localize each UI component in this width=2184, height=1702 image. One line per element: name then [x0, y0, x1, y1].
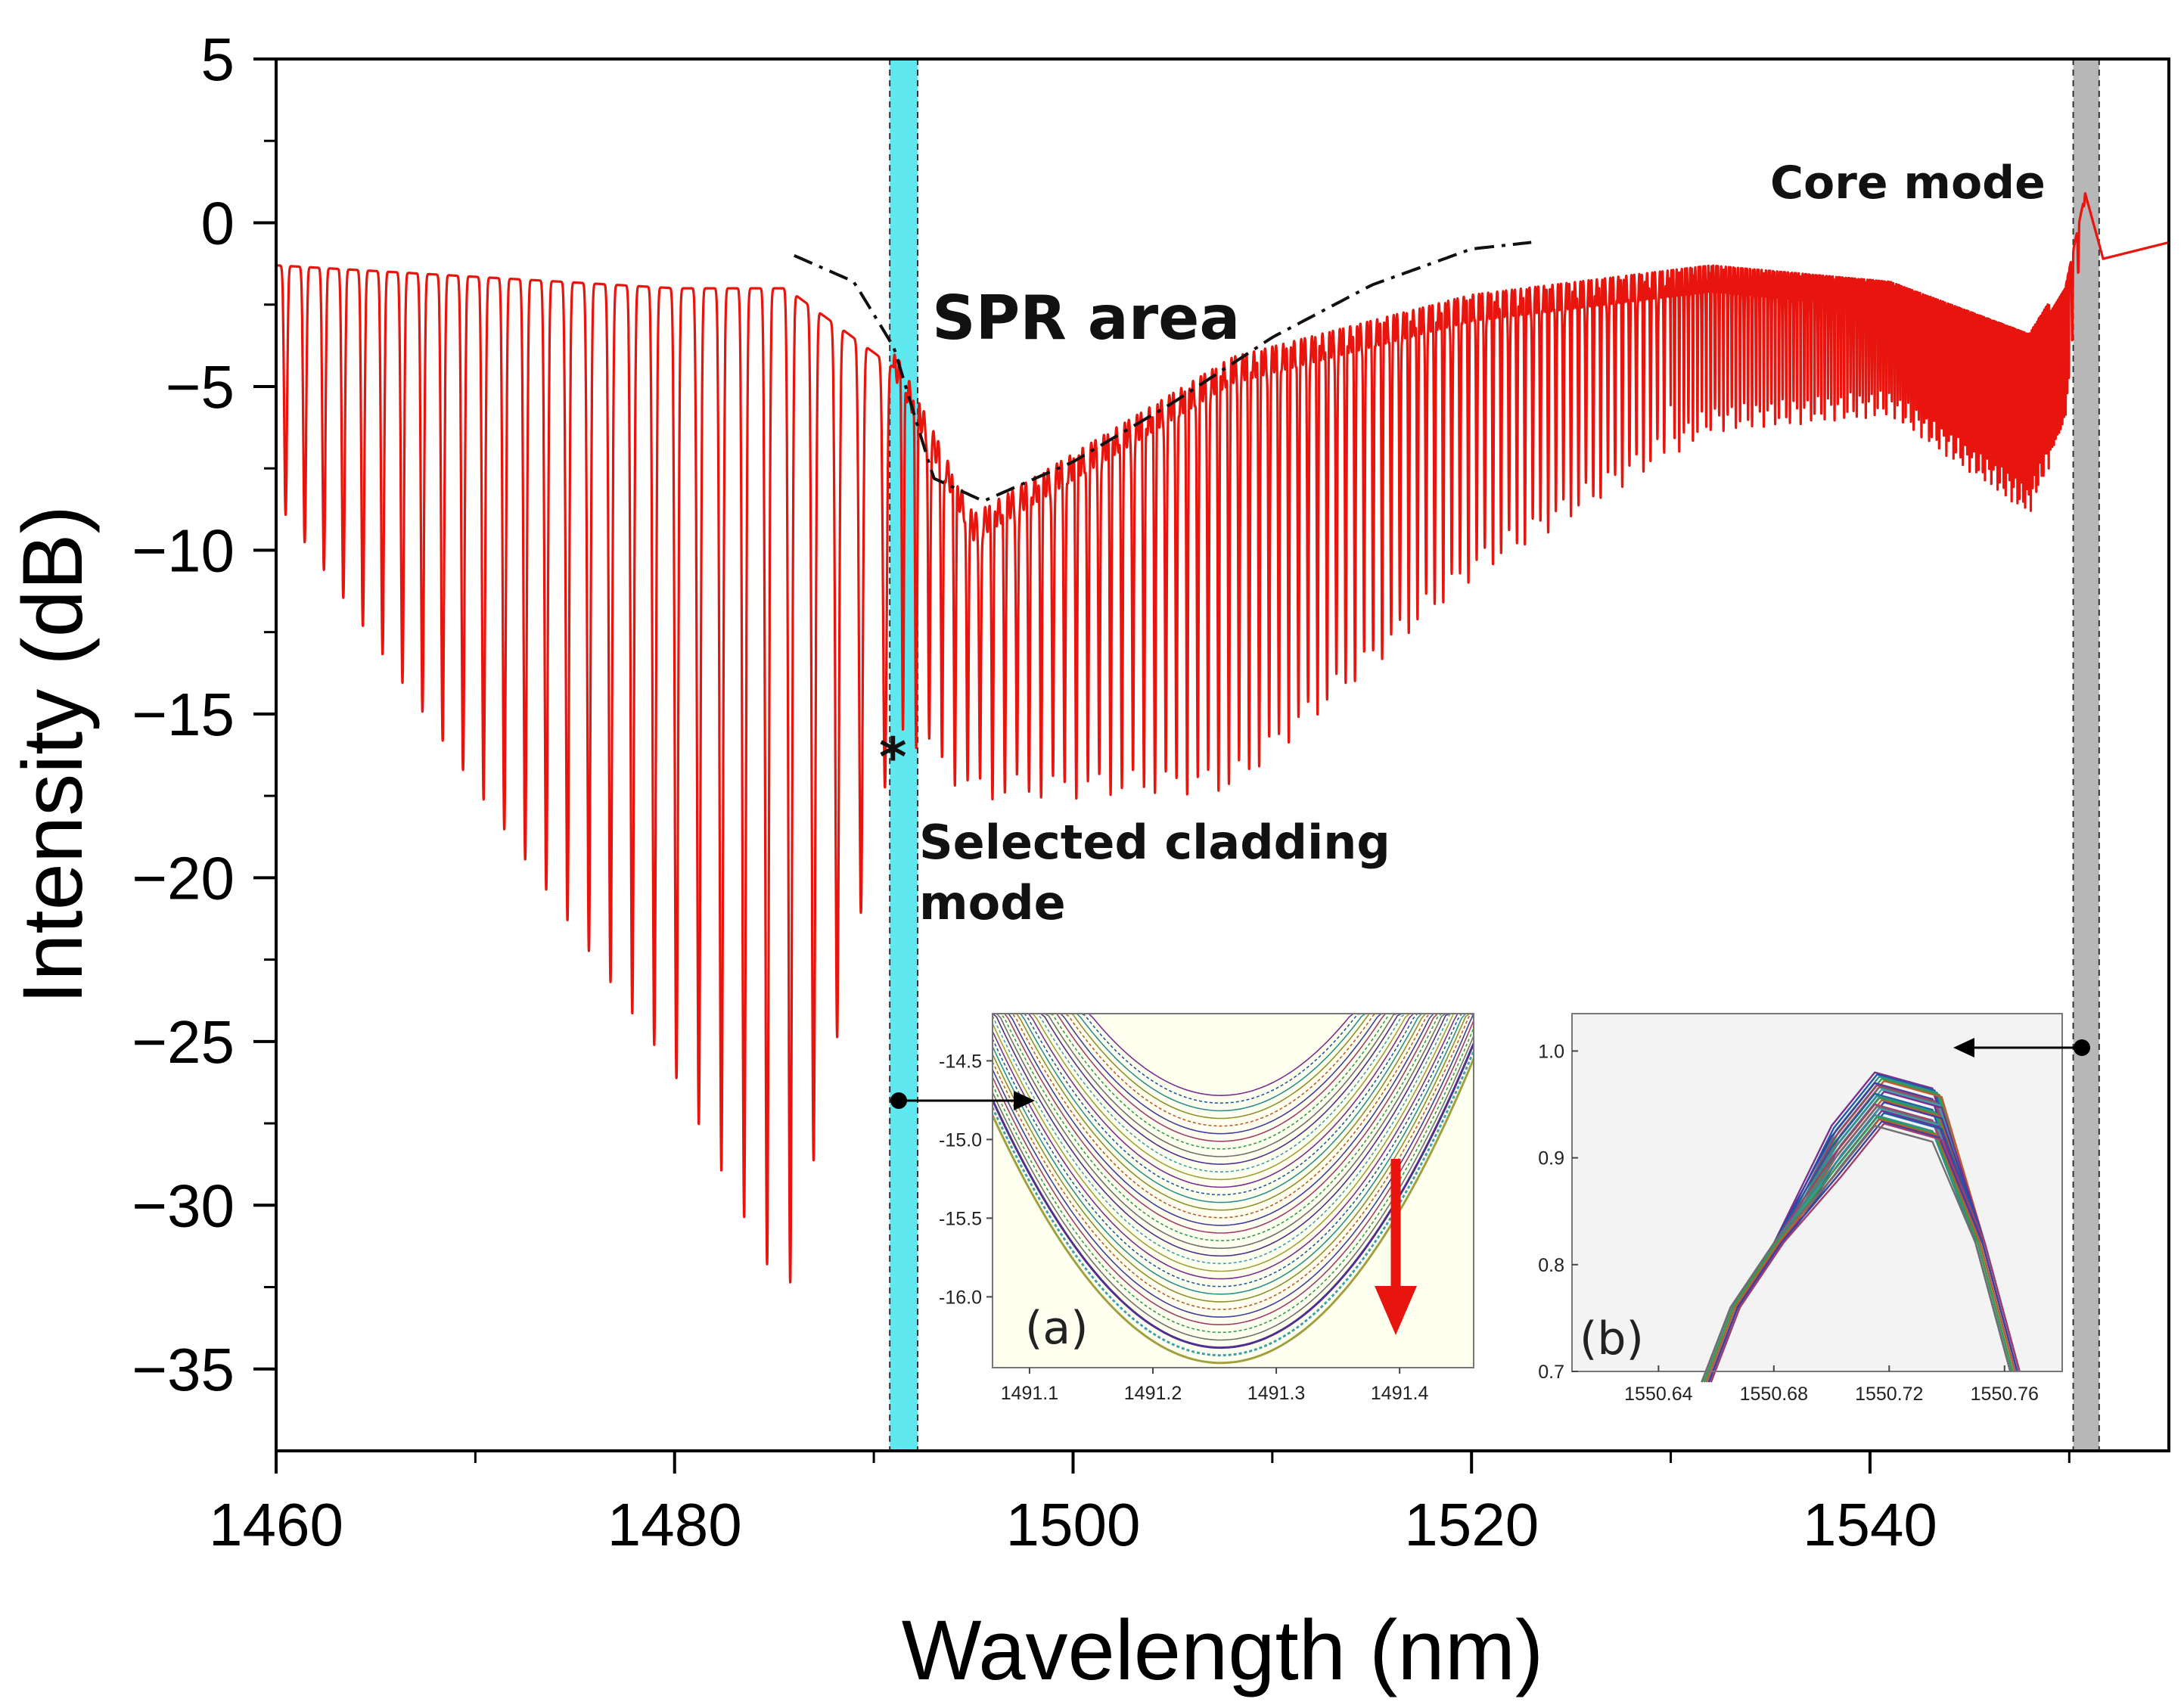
plot-frame [275, 57, 2170, 1452]
connector-arrow-b [1953, 1038, 2090, 1058]
inset-a-curve [993, 1013, 1474, 1188]
inset-a-curve [993, 1013, 1474, 1157]
series-transmission [275, 192, 2170, 1284]
inset-b-y-tick-label: 0.8 [1538, 1255, 1564, 1276]
inset-a-frame [992, 1013, 1474, 1368]
inset-a-y-tick-label: -14.5 [939, 1051, 982, 1072]
down-arrow-head [1375, 1286, 1417, 1335]
inset-a-curve [993, 1013, 1474, 1196]
spr-envelope-line [793, 241, 1532, 502]
inset-a: 1491.1 1491.2 1491.3 1491.4 -14.5 -15.0 -15.5 -… [939, 1013, 1475, 1404]
inset-b-x-tick-label: 1550.76 [1971, 1384, 2039, 1405]
inset-a-curve [993, 1013, 1474, 1211]
inset-b-x-tick-label: 1550.68 [1740, 1384, 1808, 1405]
inset-a-down-arrow [1375, 1159, 1417, 1335]
inset-a-curve [993, 1013, 1474, 1204]
inset-b-ticks: 1550.64 1550.68 1550.72 1550.76 1.0 0.9 0.8 0.7 [1538, 1041, 2039, 1405]
inset-b-label: (b) [1580, 1312, 1644, 1365]
inset-b-y-tick-label: 0.9 [1538, 1148, 1564, 1169]
y-tick-label: −35 [132, 1336, 235, 1403]
inset-a-label: (a) [1025, 1302, 1089, 1355]
inset-a-curve [993, 1013, 1474, 1250]
inset-a-curve [993, 1013, 1474, 1226]
inset-a-x-tick-label: 1491.1 [1001, 1383, 1058, 1404]
inset-a-curve [992, 1013, 1474, 1287]
y-tick-label: −20 [132, 844, 235, 912]
y-tick-label: −25 [132, 1008, 235, 1076]
inset-a-y-tick-label: -15.5 [939, 1208, 982, 1229]
inset-a-curve [992, 1013, 1474, 1257]
y-axis-title: Intensity (dB) [5, 505, 100, 1005]
x-tick-label: 1480 [607, 1491, 742, 1558]
inset-a-curve [993, 1013, 1474, 1241]
y-tick-label: 5 [201, 26, 235, 93]
spr-area-label: SPR area [932, 283, 1240, 353]
inset-a-curve [993, 1013, 1474, 1181]
series-line-transmission [275, 192, 2170, 1284]
inset-b-x-tick-label: 1550.72 [1855, 1384, 1923, 1405]
inset-a-x-tick-label: 1491.2 [1124, 1383, 1182, 1404]
inset-b-curve [1703, 1116, 2014, 1383]
y-tick-label: −10 [132, 517, 235, 584]
cladding-band [890, 59, 918, 1451]
inset-a-ticks: 1491.1 1491.2 1491.3 1491.4 -14.5 -15.0 -15.5 -… [939, 1051, 1428, 1404]
inset-b-x-tick-label: 1550.64 [1624, 1384, 1692, 1405]
axis-ticks: 1460 1480 1500 1520 1540 5 0 −5 −10 −15 −20 −25 −30 −… [132, 26, 2071, 1558]
inset-b-y-tick-label: 0.7 [1538, 1362, 1564, 1383]
inset-a-curve [992, 1013, 1474, 1280]
inset-a-curve [993, 1013, 1474, 1173]
y-tick-label: −5 [166, 353, 235, 421]
inset-b-curve [1707, 1120, 2018, 1383]
inset-b-curve [1710, 1123, 2021, 1383]
inset-a-curve [993, 1013, 1474, 1219]
x-tick-label: 1460 [209, 1491, 343, 1558]
inset-b-curves [1701, 1071, 2021, 1383]
x-tick-label: 1520 [1404, 1491, 1539, 1558]
connector-b-head [1953, 1038, 1974, 1058]
core-mode-label: Core mode [1770, 157, 2046, 210]
inset-b-curve [1701, 1125, 2012, 1383]
y-tick-label: 0 [201, 189, 235, 256]
inset-a-curve [993, 1013, 1474, 1165]
x-tick-label: 1540 [1803, 1491, 1937, 1558]
connector-arrow-a [890, 1091, 1035, 1110]
inset-a-x-tick-label: 1491.4 [1371, 1383, 1429, 1404]
y-tick-label: −15 [132, 681, 235, 748]
inset-a-curve [993, 1013, 1474, 1234]
inset-a-y-tick-label: -16.0 [939, 1287, 982, 1308]
highlight-bands [889, 59, 2100, 1451]
connector-a-head [1014, 1091, 1035, 1110]
inset-a-y-tick-label: -15.0 [939, 1129, 982, 1151]
inset-b: 1550.64 1550.68 1550.72 1550.76 1.0 0.9 0.8 0.7… [1538, 1013, 2063, 1405]
cladding-mode-star: * [879, 726, 907, 788]
inset-b-frame [1571, 1013, 2063, 1372]
inset-a-curve [992, 1013, 1474, 1272]
spr-envelope [793, 241, 1532, 502]
inset-a-curve [992, 1013, 1474, 1265]
inset-a-curve [993, 1013, 1474, 1150]
cladding-mode-label-line1: Selected cladding [919, 815, 1390, 870]
inset-b-y-tick-label: 1.0 [1538, 1041, 1564, 1062]
x-tick-label: 1500 [1005, 1491, 1140, 1558]
y-tick-label: −30 [132, 1172, 235, 1239]
cladding-mode-label-line2: mode [919, 875, 1066, 930]
inset-a-curve [992, 1013, 1474, 1295]
inset-a-x-tick-label: 1491.3 [1247, 1383, 1305, 1404]
core-band [2073, 59, 2099, 1451]
x-axis-title: Wavelength (nm) [902, 1603, 1544, 1697]
